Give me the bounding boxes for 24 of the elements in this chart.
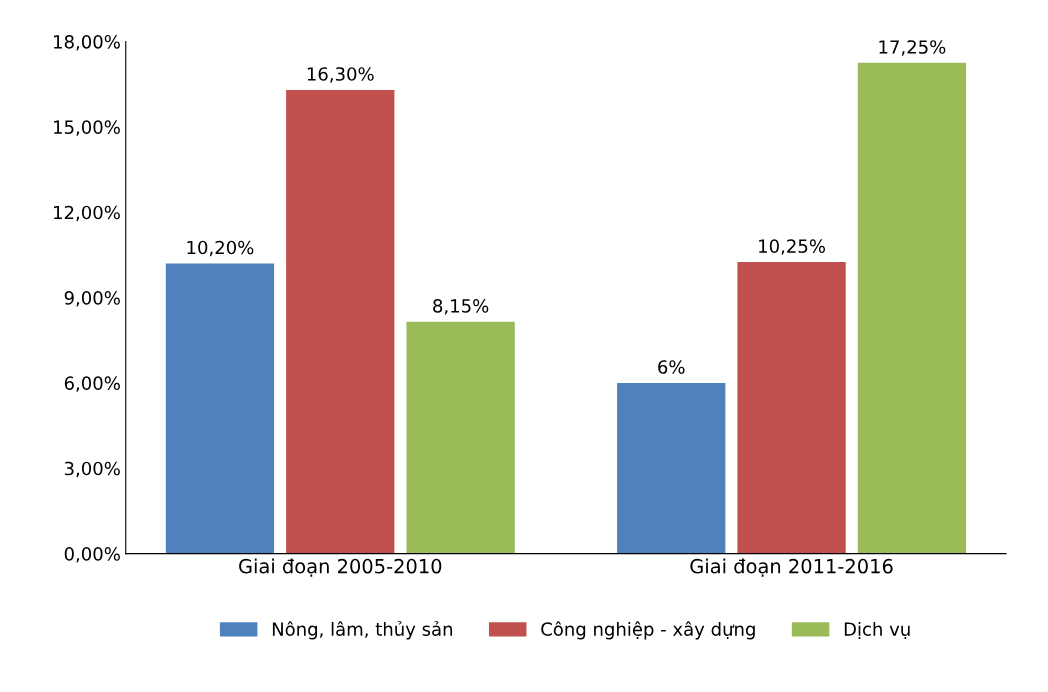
y-tick-label: 15,00% xyxy=(54,120,120,136)
data-label: 6% xyxy=(658,360,685,374)
bar xyxy=(857,62,967,554)
bar xyxy=(406,321,515,554)
y-tick-label: 12,00% xyxy=(54,205,120,222)
y-tick-label: 0,00% xyxy=(64,547,120,563)
y-tick-label: 18,00% xyxy=(54,34,120,51)
bar xyxy=(165,263,275,554)
y-tick-label: 6,00% xyxy=(64,376,120,392)
legend-label: Nông, lâm, thủy sản xyxy=(272,621,453,640)
data-label: 17,25% xyxy=(879,40,946,56)
data-label: 8,15% xyxy=(433,299,489,315)
x-tick-label: Giai đoạn 2005-2010 xyxy=(239,558,442,577)
bar xyxy=(617,382,726,554)
y-tick-label: 3,00% xyxy=(64,461,120,478)
y-tick-label: 9,00% xyxy=(64,291,120,307)
x-tick-label: Giai đoạn 2011-2016 xyxy=(690,558,893,577)
bar xyxy=(737,262,846,554)
legend-label: Công nghiệp - xây dựng xyxy=(541,621,755,640)
bar xyxy=(286,89,395,554)
data-label: 16,30% xyxy=(307,67,374,83)
legend-label: Dịch vụ xyxy=(844,621,910,639)
data-label: 10,20% xyxy=(187,240,254,257)
data-label: 10,25% xyxy=(759,239,825,255)
